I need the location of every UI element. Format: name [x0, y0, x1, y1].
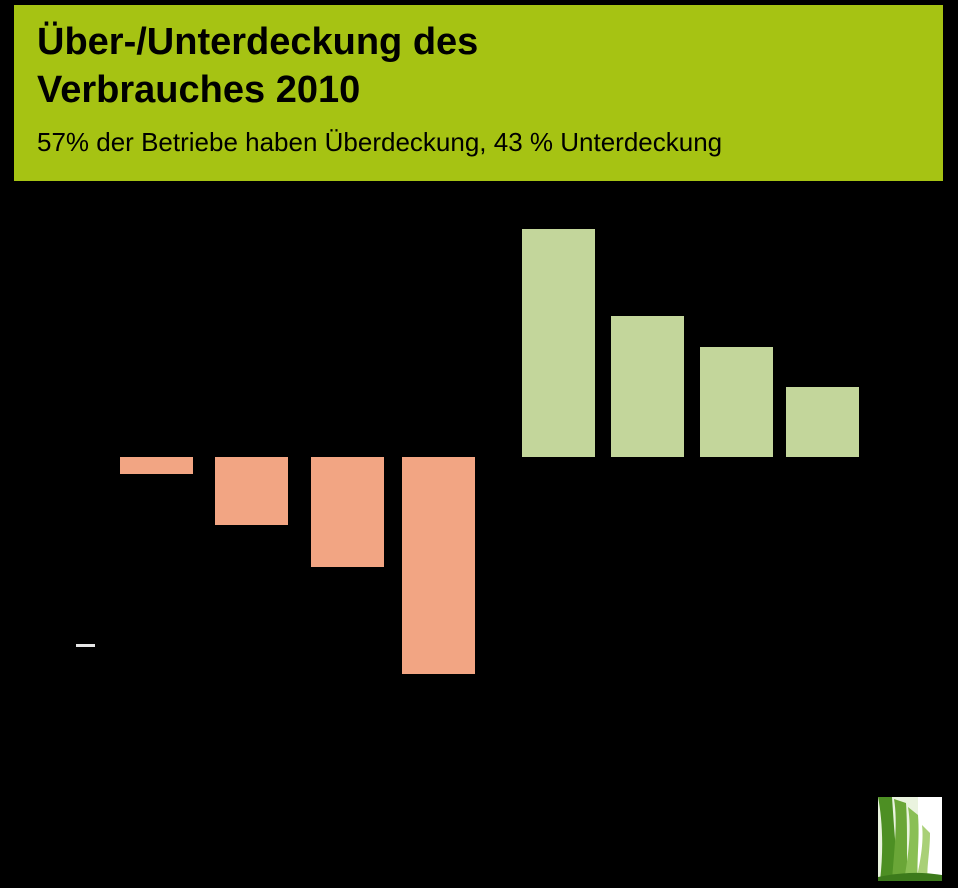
page-title-line1: Über-/Unterdeckung des — [37, 21, 479, 63]
bar — [311, 457, 384, 567]
page-title: Über-/Unterdeckung des Verbrauches 2010 — [37, 19, 923, 115]
bar — [700, 347, 773, 457]
bar — [522, 229, 595, 457]
bar — [402, 457, 475, 674]
bar — [611, 316, 684, 457]
bar — [786, 387, 859, 457]
grass-photo-icon — [878, 797, 942, 881]
bar — [215, 457, 288, 525]
bar — [120, 457, 193, 474]
header-banner: Über-/Unterdeckung des Verbrauches 2010 5… — [14, 5, 943, 181]
grass-logo-image — [878, 797, 942, 881]
axis-tick — [76, 644, 95, 647]
page-subtitle: 57% der Betriebe haben Überdeckung, 43 %… — [37, 126, 723, 157]
page-title-line2: Verbrauches 2010 — [37, 68, 361, 111]
